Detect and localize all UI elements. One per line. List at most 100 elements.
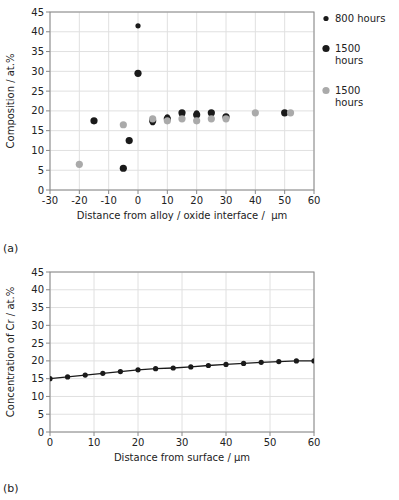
legend: 800 hours1500hours1500hours — [322, 13, 385, 108]
scatter-point — [193, 117, 200, 124]
tick-label: -30 — [42, 195, 58, 206]
tick-label: 45 — [31, 7, 44, 18]
tick-mark — [46, 432, 50, 433]
scatter-point — [76, 161, 83, 168]
tick-label: 0 — [47, 437, 53, 448]
scatter-point — [127, 138, 132, 143]
grid-line — [50, 51, 314, 52]
grid-line — [50, 325, 314, 326]
legend-label: 1500hours — [335, 85, 363, 108]
tick-label: 50 — [264, 437, 277, 448]
legend-marker — [323, 16, 328, 21]
tick-label: 30 — [176, 437, 189, 448]
tick-label: 15 — [31, 373, 44, 384]
line-marker — [223, 362, 228, 367]
tick-label: 25 — [31, 86, 44, 97]
grid-line — [50, 343, 314, 344]
y-axis-label: Composition / at.% — [5, 54, 16, 149]
tick-label: 20 — [31, 355, 44, 366]
line-marker — [100, 371, 105, 376]
text-line: 800 hours — [335, 13, 385, 24]
tick-mark — [50, 432, 51, 436]
tick-mark — [138, 190, 139, 194]
tick-mark — [314, 432, 315, 436]
tick-mark — [196, 190, 197, 194]
scatter-point — [120, 121, 127, 128]
tick-mark — [46, 71, 50, 72]
grid-line — [50, 307, 314, 308]
tick-mark — [226, 190, 227, 194]
tick-label: 0 — [135, 195, 141, 206]
grid-line — [50, 150, 314, 151]
tick-mark — [46, 12, 50, 13]
line-marker — [135, 367, 140, 372]
figure: -30-20-100102030405060051015202530354045… — [0, 0, 399, 500]
tick-label: 15 — [31, 125, 44, 136]
tick-mark — [79, 190, 80, 194]
plot-frame — [50, 272, 314, 432]
grid-line — [50, 396, 314, 397]
tick-mark — [46, 360, 50, 361]
legend-marker — [322, 45, 329, 52]
scatter-point — [223, 116, 228, 121]
scatter-point — [208, 115, 215, 122]
scatter-point — [287, 109, 294, 116]
scatter-point — [222, 115, 229, 122]
tick-label: -10 — [100, 195, 116, 206]
line-marker — [171, 365, 176, 370]
grid — [50, 272, 314, 432]
tick-mark — [46, 31, 50, 32]
tick-label: 10 — [31, 145, 44, 156]
scatter-series — [121, 23, 229, 171]
tick-label: 45 — [31, 267, 44, 278]
grid-line — [50, 91, 314, 92]
tick-mark — [138, 432, 139, 436]
tick-label: 60 — [308, 195, 321, 206]
scatter-point — [121, 166, 126, 171]
tick-mark — [46, 170, 50, 171]
scatter-series — [90, 70, 288, 172]
scatter-series — [76, 109, 294, 168]
tick-mark — [50, 190, 51, 194]
tick-label: 30 — [31, 66, 44, 77]
line-marker — [276, 359, 281, 364]
grid-line — [270, 272, 271, 432]
legend-label: 1500hours — [335, 43, 363, 66]
scatter-point — [252, 109, 259, 116]
line-marker — [118, 369, 123, 374]
tick-label: 10 — [161, 195, 174, 206]
line-marker — [241, 361, 246, 366]
line-marker — [294, 358, 299, 363]
tick-mark — [46, 289, 50, 290]
scatter-point — [178, 115, 185, 122]
tick-mark — [46, 110, 50, 111]
grid-line — [182, 272, 183, 432]
grid-line — [50, 378, 314, 379]
tick-label: 10 — [31, 391, 44, 402]
text-line: hours — [335, 55, 363, 66]
x-axis-label: Distance from surface / μm — [114, 452, 250, 463]
tick-label: 0 — [38, 185, 44, 196]
scatter-point — [126, 137, 133, 144]
tick-label: 5 — [38, 165, 44, 176]
tick-label: 30 — [220, 195, 233, 206]
grid-line — [50, 170, 314, 171]
tick-mark — [94, 432, 95, 436]
line-marker — [83, 373, 88, 378]
tick-mark — [46, 272, 50, 273]
tick-label: 35 — [31, 46, 44, 57]
tick-label: 40 — [249, 195, 262, 206]
tick-mark — [46, 307, 50, 308]
tick-label: 20 — [190, 195, 203, 206]
tick-label: 40 — [31, 26, 44, 37]
tick-label: 5 — [38, 409, 44, 420]
tick-mark — [226, 432, 227, 436]
scatter-point — [134, 70, 141, 77]
tick-mark — [46, 325, 50, 326]
text-line: 1500 — [335, 85, 360, 96]
grid — [50, 12, 314, 190]
tick-label: 10 — [88, 437, 101, 448]
chart-panel: -30-20-100102030405060051015202530354045… — [3, 7, 385, 256]
grid-line — [138, 272, 139, 432]
legend-label: 800 hours — [335, 13, 385, 24]
